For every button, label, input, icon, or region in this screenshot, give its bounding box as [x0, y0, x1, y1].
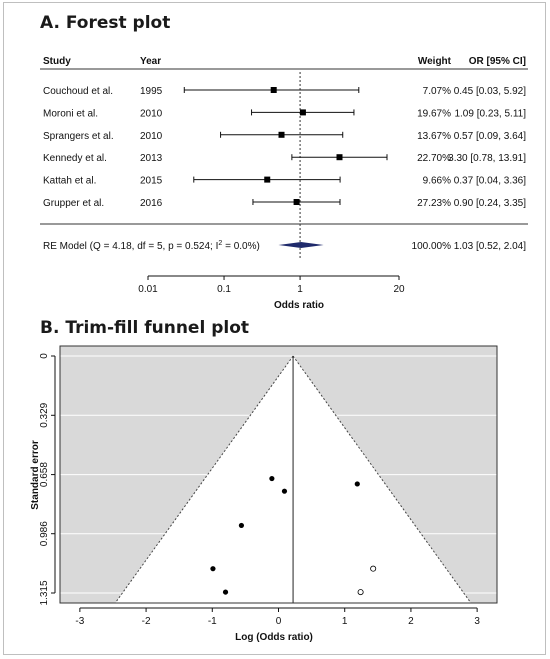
observed-study-point [269, 475, 275, 482]
study-row: Kennedy et al. 2013 22.70%3.30 [0.78, 13.9… [43, 153, 526, 164]
imputed-study-point [370, 565, 377, 572]
study-weight: 9.66% [423, 176, 451, 187]
funnel-right-boundary [292, 355, 472, 604]
funnel-x-tick-label: 2 [408, 616, 414, 627]
study-or-ci: 0.45 [0.03, 5.92] [454, 86, 527, 97]
observed-study-point [210, 566, 216, 572]
figure-frame [3, 2, 546, 655]
forest-summary: RE Model (Q = 4.18, df = 5, p = 0.524; I… [43, 240, 526, 252]
point-estimate [293, 199, 300, 205]
forest-plot: Study Year Weight OR [95% CI] Couchoud e… [40, 56, 528, 311]
funnel-x-tick-label: -3 [75, 616, 84, 627]
point-estimate [264, 176, 271, 183]
point-estimate [278, 131, 285, 138]
funnel-x-tick-label: 0 [276, 616, 282, 627]
study-or-ci: 0.37 [0.04, 3.36] [454, 176, 527, 187]
study-weight: 13.67% [417, 131, 451, 142]
funnel-y-tick-label: 0.658 [39, 462, 50, 487]
study-row: Couchoud et al. 1995 7.07% 0.45 [0.03, 5.92… [43, 86, 526, 97]
study-name: Kennedy et al. [43, 153, 107, 164]
summary-or-ci: 1.03 [0.52, 2.04] [454, 241, 527, 252]
study-row: Kattah et al. 2015 9.66% 0.37 [0.04, 3.36] [43, 176, 526, 187]
study-or-ci: 1.09 [0.23, 5.11] [454, 108, 526, 119]
study-name: Kattah et al. [43, 176, 96, 187]
study-year: 2016 [140, 198, 163, 209]
study-year: 2010 [140, 131, 163, 142]
funnel-panel-title: B. Trim-fill funnel plot [40, 318, 249, 338]
funnel-x-tick-label: -2 [142, 616, 151, 627]
forest-x-axis: 0.01 0.1 1 20 [138, 275, 405, 295]
observed-study-point [222, 589, 229, 595]
header-weight: Weight [418, 56, 452, 67]
observed-study-point [281, 488, 288, 494]
study-year: 2013 [140, 153, 163, 164]
forest-tick-label: 20 [393, 284, 405, 295]
point-estimate [336, 154, 343, 161]
study-or-ci: 0.90 [0.24, 3.35] [454, 198, 527, 209]
forest-x-label: Odds ratio [274, 300, 324, 311]
funnel-plot: -3 -2 -1 0 1 2 3 0 0.329 0.658 0.986 1.315 [39, 345, 498, 627]
header-year: Year [140, 56, 161, 67]
study-name: Grupper et al. [43, 198, 104, 209]
funnel-x-label: Log (Odds ratio) [235, 632, 313, 643]
forest-tick-label: 0.01 [138, 284, 158, 295]
funnel-left-boundary [114, 355, 294, 604]
study-or-ci: 0.57 [0.09, 3.64] [454, 131, 527, 142]
funnel-y-tick-label: 0.986 [39, 521, 50, 546]
study-or-ci: 3.30 [0.78, 13.91] [448, 153, 526, 164]
summary-label: RE Model (Q = 4.18, df = 5, p = 0.524; I… [43, 240, 260, 252]
funnel-frame [59, 345, 498, 604]
funnel-y-tick-label: 0 [39, 353, 50, 359]
funnel-y-label: Standard error [30, 440, 41, 510]
forest-rows: Couchoud et al. 1995 7.07% 0.45 [0.03, 5.92… [43, 72, 526, 258]
study-row: Sprangers et al. 2010 13.67% 0.57 [0.09, 3.… [43, 131, 526, 142]
study-name: Moroni et al. [43, 108, 98, 119]
study-name: Couchoud et al. [43, 86, 113, 97]
study-year: 2015 [140, 176, 163, 187]
study-name: Sprangers et al. [43, 131, 114, 142]
funnel-y-tick-label: 1.315 [39, 580, 50, 605]
study-row: Grupper et al. 2016 27.23% 0.90 [0.24, 3.35… [43, 198, 526, 209]
study-year: 2010 [140, 108, 163, 119]
summary-diamond [278, 242, 324, 248]
forest-tick-label: 0.1 [217, 284, 231, 295]
study-weight: 19.67% [417, 108, 451, 119]
observed-study-point [238, 522, 245, 529]
study-row: Moroni et al. 2010 19.67% 1.09 [0.23, 5.11] [43, 108, 526, 119]
observed-study-point [354, 481, 360, 487]
header-or: OR [95% CI] [469, 56, 526, 67]
study-weight: 7.07% [423, 86, 451, 97]
point-estimate [270, 87, 277, 93]
funnel-y-tick-label: 0.329 [39, 402, 50, 427]
imputed-study-point [357, 589, 364, 596]
funnel-x-tick-label: 1 [342, 616, 348, 627]
funnel-x-tick-label: -1 [208, 616, 217, 627]
study-weight: 27.23% [417, 198, 451, 209]
header-study: Study [43, 56, 71, 67]
study-year: 1995 [140, 86, 163, 97]
forest-tick-label: 1 [297, 284, 303, 295]
summary-weight: 100.00% [412, 241, 452, 252]
study-weight: 22.70% [417, 153, 451, 164]
point-estimate [299, 109, 306, 116]
funnel-x-tick-label: 3 [474, 616, 480, 627]
forest-panel-title: A. Forest plot [40, 13, 170, 33]
